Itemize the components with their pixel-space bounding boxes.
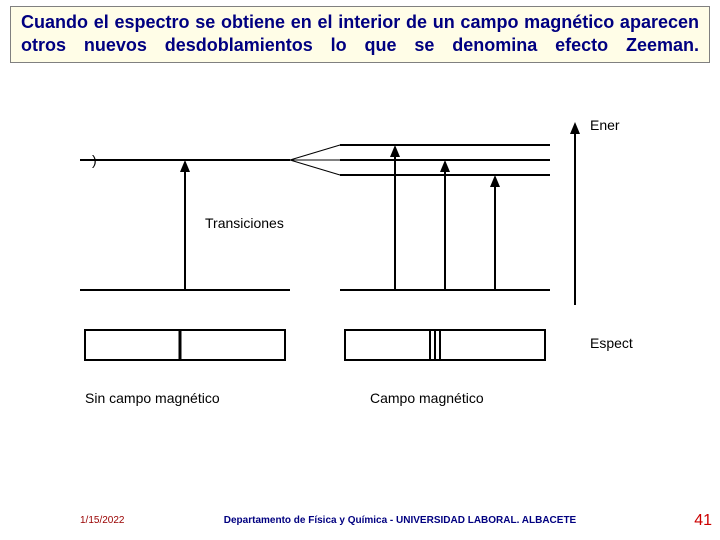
label-espect: Espect — [590, 335, 633, 351]
svg-text:): ) — [92, 152, 97, 168]
diagram-svg: ) — [30, 105, 690, 435]
heading-box: Cuando el espectro se obtiene en el inte… — [10, 6, 710, 63]
label-ener: Ener — [590, 117, 620, 133]
label-campo: Campo magnético — [370, 390, 484, 406]
footer-page: 41 — [694, 512, 712, 530]
footer-dept: Departamento de Física y Química - UNIVE… — [200, 515, 600, 526]
zeeman-diagram: ) Ener Transiciones Espect Sin campo mag… — [30, 105, 690, 435]
footer-date: 1/15/2022 — [80, 515, 125, 526]
label-sin-campo: Sin campo magnético — [85, 390, 220, 406]
label-transiciones: Transiciones — [205, 215, 284, 231]
heading-text: Cuando el espectro se obtiene en el inte… — [21, 11, 699, 58]
